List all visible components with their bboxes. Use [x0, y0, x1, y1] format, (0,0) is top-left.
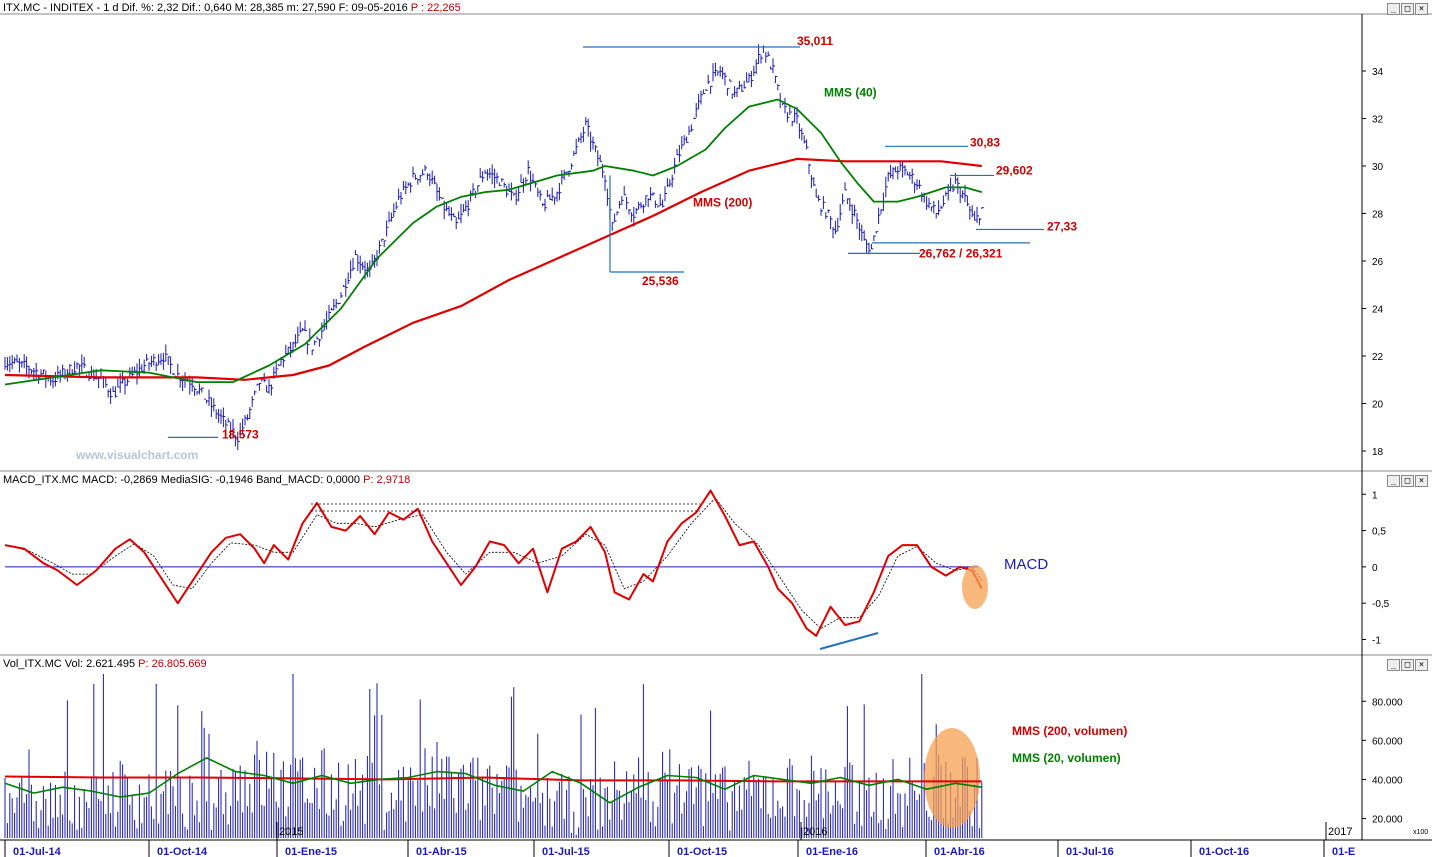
vol-mms-200-line [4, 775, 982, 783]
close-icon[interactable]: × [1415, 475, 1428, 487]
macd-line [4, 489, 983, 637]
x-tick-label: 01-E [1332, 846, 1355, 857]
label-mms-200: MMS (200) [693, 195, 752, 209]
macd-last: P: 2,9718 [360, 474, 411, 486]
watermark: www.visualchart.com [75, 448, 198, 462]
price-bars [4, 44, 984, 451]
label-29-602: 29,602 [996, 163, 1033, 177]
maximize-icon[interactable]: □ [1401, 659, 1414, 671]
mms-200-line [4, 157, 982, 381]
y-tick-label: 0 [1372, 563, 1378, 574]
mms-40-line [4, 98, 983, 386]
x-tick-label: 01-Abr-16 [934, 846, 985, 857]
vol-mms-20-line [4, 757, 982, 804]
label-vol-mms-20: MMS (20, volumen) [1012, 751, 1121, 765]
y-tick-label: 30 [1372, 162, 1384, 173]
x-tick-label: 01-Jul-15 [542, 846, 590, 857]
y-tick-label: 18 [1372, 447, 1384, 458]
y-tick-label: 28 [1372, 210, 1384, 221]
x-tick-label: 01-Ene-15 [285, 846, 337, 857]
close-icon[interactable]: × [1415, 3, 1428, 15]
y-tick-label: 24 [1372, 305, 1384, 316]
y-tick-label: 0,5 [1372, 527, 1386, 538]
volume-highlight [924, 728, 980, 828]
label-35-011: 35,011 [797, 34, 833, 48]
y-tick-label: 20.000 [1372, 814, 1403, 825]
minimize-icon[interactable]: _ [1387, 659, 1400, 671]
macd-stats: MACD_ITX.MC MACD: -0,2869 MediaSIG: -0,1… [3, 474, 361, 486]
volume-last: P: 26.805.669 [135, 658, 207, 670]
y-tick-label: 34 [1372, 67, 1384, 78]
macd-panel-controls: _ □ × [1386, 475, 1428, 487]
x-tick-label: 01-Oct-14 [157, 846, 208, 857]
volume-scale-label: x100 [1413, 829, 1428, 836]
y-tick-label: 22 [1372, 352, 1384, 363]
price-panel-header: ITX.MC - INDITEX - 1 d Dif. %: 2,32 Dif.… [3, 2, 461, 14]
macd-panel-header: MACD_ITX.MC MACD: -0,2869 MediaSIG: -0,1… [3, 474, 410, 486]
maximize-icon[interactable]: □ [1401, 3, 1414, 15]
volume-bars [4, 673, 983, 838]
year-label: 2017 [1328, 826, 1352, 838]
label-30-83: 30,83 [970, 135, 1000, 149]
y-tick-label: -1 [1372, 635, 1381, 646]
label-18-573: 18,573 [222, 427, 259, 441]
label-25-536: 25,536 [642, 274, 679, 288]
maximize-icon[interactable]: □ [1401, 475, 1414, 487]
label-26-762-26-321: 26,762 / 26,321 [919, 246, 1003, 260]
price-panel-controls: _ □ × [1386, 3, 1428, 15]
year-label: 2016 [803, 826, 827, 838]
macd-trendline [819, 632, 879, 650]
volume-panel-controls: _ □ × [1386, 659, 1428, 671]
macd-signal-line [4, 497, 983, 630]
label-macd: MACD [1004, 556, 1048, 573]
volume-panel-header: Vol_ITX.MC Vol: 2.621.495 P: 26.805.669 [3, 658, 207, 670]
x-tick-label: 01-Abr-15 [416, 846, 467, 857]
label-mms-40: MMS (40) [824, 86, 877, 100]
y-tick-label: 20 [1372, 400, 1384, 411]
price-last: P : 22,265 [407, 2, 461, 14]
y-tick-label: 26 [1372, 257, 1384, 268]
x-tick-label: 01-Oct-15 [677, 846, 727, 857]
price-panel [0, 14, 1362, 470]
y-tick-label: 60.000 [1372, 736, 1403, 747]
macd-highlight [962, 565, 988, 609]
year-label: 2015 [279, 826, 303, 838]
x-tick-label: 01-Oct-16 [1199, 846, 1249, 857]
y-tick-label: 32 [1372, 115, 1384, 126]
price-symbol: ITX.MC - INDITEX [3, 2, 94, 14]
y-tick-label: -0,5 [1372, 599, 1390, 610]
x-tick-label: 01-Jul-14 [13, 846, 62, 857]
minimize-icon[interactable]: _ [1387, 475, 1400, 487]
x-tick-label: 01-Jul-16 [1066, 846, 1114, 857]
close-icon[interactable]: × [1415, 659, 1428, 671]
label-vol-mms-200: MMS (200, volumen) [1012, 724, 1127, 738]
price-stats: - 1 d Dif. %: 2,32 Dif.: 0,640 M: 28,385… [93, 2, 408, 14]
y-tick-label: 40.000 [1372, 775, 1403, 786]
y-tick-label: 1 [1372, 490, 1378, 501]
volume-stats: Vol_ITX.MC Vol: 2.621.495 [3, 658, 136, 670]
label-27-33: 27,33 [1047, 219, 1077, 233]
y-tick-label: 80.000 [1372, 697, 1403, 708]
minimize-icon[interactable]: _ [1387, 3, 1400, 15]
x-tick-label: 01-Ene-16 [806, 846, 858, 857]
